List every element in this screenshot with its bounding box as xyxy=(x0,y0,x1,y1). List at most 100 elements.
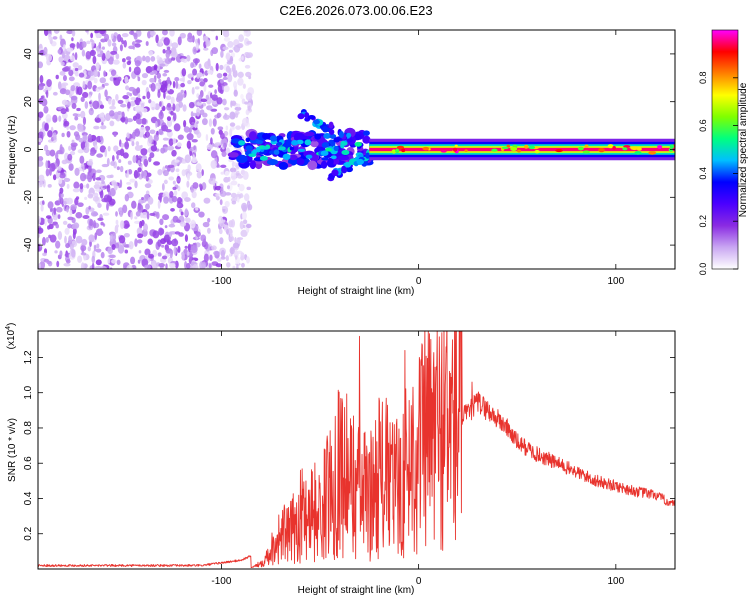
heatmap-noise-cell xyxy=(206,105,210,110)
heatmap-noise-cell xyxy=(107,258,111,264)
heatmap-noise-cell xyxy=(133,66,141,76)
heatmap-noise-cell xyxy=(77,123,84,132)
heatmap-noise-cell xyxy=(235,193,242,200)
heatmap-noise-cell xyxy=(194,58,198,66)
heatmap-noise-cell xyxy=(161,255,168,260)
heatmap-noise-cell xyxy=(203,47,209,51)
heatmap-noise-cell xyxy=(217,257,222,262)
heatmap-noise-cell xyxy=(144,248,151,256)
heatmap-noise-cell xyxy=(106,202,109,211)
heatmap-noise-cell xyxy=(143,223,148,232)
heatmap-noise-cell xyxy=(126,169,130,179)
heatmap-noise-cell xyxy=(61,159,68,165)
heatmap-noise-cell xyxy=(186,180,190,188)
heatmap-noise-cell xyxy=(208,118,213,128)
heatmap-noise-cell xyxy=(214,89,217,95)
heatmap-noise-cell xyxy=(198,183,203,188)
heatmap-noise-cell xyxy=(38,244,41,252)
heatmap-noise-cell xyxy=(119,211,123,218)
heatmap-noise-cell xyxy=(38,262,42,269)
heatmap-noise-cell xyxy=(219,199,223,206)
heatmap-noise-cell xyxy=(203,84,207,92)
heatmap-cluster-cell xyxy=(304,139,312,146)
heatmap-noise-cell xyxy=(205,39,211,47)
heatmap-noise-cell xyxy=(70,84,76,92)
heatmap-noise-cell xyxy=(203,253,209,263)
heatmap-noise-cell xyxy=(135,113,141,120)
heatmap-noise-cell xyxy=(155,34,159,44)
heatmap-tone-cell xyxy=(582,150,590,154)
heatmap-noise-cell xyxy=(57,49,62,54)
heatmap-noise-cell xyxy=(67,216,74,221)
heatmap-noise-cell xyxy=(201,169,204,177)
heatmap-noise-cell xyxy=(215,193,220,197)
heatmap-noise-cell xyxy=(140,148,148,156)
heatmap-noise-cell xyxy=(48,33,52,41)
heatmap-noise-cell xyxy=(220,79,224,84)
heatmap-noise-cell xyxy=(80,110,86,119)
heatmap-noise-cell xyxy=(244,101,249,105)
heatmap-cluster-cell xyxy=(354,141,362,147)
heatmap-noise-cell xyxy=(86,40,91,45)
heatmap-noise-cell xyxy=(142,55,146,62)
heatmap-noise-cell xyxy=(192,127,198,131)
colorbar-tick-label: 0.8 xyxy=(698,72,708,85)
heatmap-noise-cell xyxy=(194,129,200,135)
heatmap-noise-cell xyxy=(87,193,94,199)
heatmap-noise-cell xyxy=(164,165,169,169)
heatmap-cluster-halo xyxy=(236,154,248,164)
top-x-tick-label: 100 xyxy=(607,276,624,287)
heatmap-noise-cell xyxy=(227,40,234,48)
heatmap-noise-cell xyxy=(80,244,87,252)
heatmap-noise-cell xyxy=(215,35,218,41)
heatmap-noise-cell xyxy=(165,50,170,59)
heatmap-noise-cell xyxy=(247,203,253,211)
heatmap-noise-cell xyxy=(109,187,116,197)
snr-frame xyxy=(37,330,676,570)
heatmap-noise-cell xyxy=(69,43,76,48)
heatmap-noise-cell xyxy=(217,126,224,131)
heatmap-noise-cell xyxy=(107,246,113,255)
top-y-tick-label: -20 xyxy=(23,190,34,205)
heatmap-noise-cell xyxy=(38,84,44,91)
heatmap-noise-cell xyxy=(65,259,71,264)
heatmap-noise-cell xyxy=(232,112,236,120)
heatmap-noise-cell xyxy=(161,80,167,86)
heatmap-noise-cell xyxy=(107,39,112,47)
bottom-y-tick-label: 0.6 xyxy=(23,456,34,470)
heatmap-noise-cell xyxy=(168,138,174,147)
heatmap-noise-cell xyxy=(230,171,237,181)
heatmap-noise-cell xyxy=(232,160,235,169)
heatmap-noise-cell xyxy=(145,203,150,210)
heatmap-noise-cell xyxy=(154,82,162,90)
heatmap-noise-cell xyxy=(219,64,224,71)
heatmap-noise-cell xyxy=(166,118,173,128)
heatmap-noise-cell xyxy=(224,107,230,111)
heatmap-noise-cell xyxy=(125,85,130,91)
heatmap-noise-cell xyxy=(241,211,247,220)
heatmap-noise-cell xyxy=(98,41,102,49)
heatmap-noise-cell xyxy=(218,215,223,224)
heatmap-noise-cell xyxy=(242,171,249,180)
heatmap-noise-cell xyxy=(216,97,223,105)
heatmap-noise-cell xyxy=(57,81,62,90)
heatmap-noise-cell xyxy=(231,200,237,205)
heatmap-tone-cell xyxy=(510,146,518,151)
heatmap-noise-cell xyxy=(55,74,59,80)
heatmap-noise-cell xyxy=(59,197,64,205)
heatmap-noise-cell xyxy=(46,78,52,88)
heatmap-noise-cell xyxy=(112,59,120,65)
heatmap-noise-cell xyxy=(233,89,238,97)
heatmap-noise-cell xyxy=(150,145,158,152)
heatmap-noise-cell xyxy=(148,99,152,104)
svg-text:(x104): (x104) xyxy=(5,323,17,350)
heatmap-noise-cell xyxy=(87,173,93,183)
heatmap-noise-cell xyxy=(158,111,164,120)
heatmap-noise-cell xyxy=(57,166,62,171)
heatmap-noise-cell xyxy=(235,125,242,130)
heatmap-noise-cell xyxy=(74,52,78,61)
bottom-x-tick-label: -100 xyxy=(211,576,231,587)
heatmap-noise-cell xyxy=(142,95,146,100)
heatmap-noise-cell xyxy=(168,223,176,228)
